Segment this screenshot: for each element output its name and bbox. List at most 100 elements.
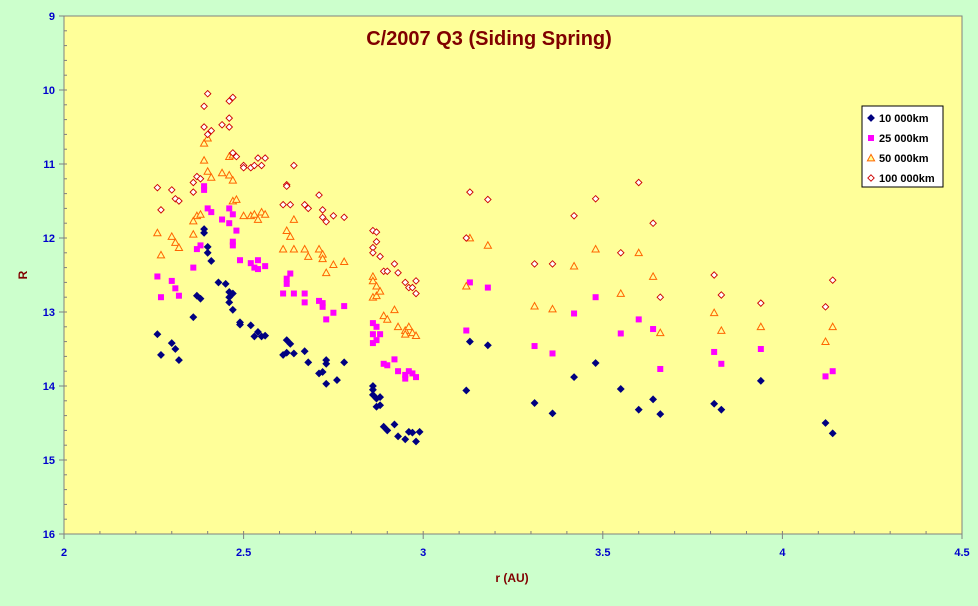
- data-point: [237, 257, 244, 264]
- data-point: [635, 316, 642, 323]
- data-point: [175, 292, 182, 299]
- data-point: [571, 310, 578, 317]
- data-point: [260, 209, 270, 218]
- data-point: [289, 214, 299, 223]
- data-point: [393, 322, 403, 331]
- data-point: [616, 248, 625, 257]
- data-point: [400, 329, 410, 338]
- data-point: [369, 248, 377, 257]
- data-point: [634, 248, 644, 257]
- data-point: [250, 161, 259, 170]
- data-point: [261, 154, 269, 162]
- data-point: [382, 314, 392, 323]
- data-point: [239, 211, 249, 220]
- data-point: [231, 194, 241, 203]
- data-point: [380, 360, 387, 367]
- data-point: [283, 280, 290, 287]
- series-2: [152, 133, 838, 345]
- data-point: [376, 401, 385, 410]
- data-point: [286, 200, 295, 209]
- data-point: [395, 368, 402, 375]
- y-axis: 9 10 11 12 13 14 15 16: [43, 11, 67, 541]
- data-point: [408, 428, 417, 437]
- data-point: [246, 321, 255, 330]
- data-point: [316, 297, 323, 304]
- data-point: [484, 284, 491, 291]
- data-point: [287, 270, 294, 277]
- x-tick-label: 4: [779, 547, 786, 559]
- data-point: [279, 200, 287, 209]
- data-point: [318, 368, 327, 376]
- data-point: [717, 405, 726, 414]
- data-point: [251, 264, 258, 271]
- data-point: [372, 281, 381, 290]
- data-point: [322, 379, 331, 388]
- data-point: [153, 330, 162, 339]
- data-point: [228, 305, 237, 314]
- data-point: [197, 242, 204, 249]
- data-point: [340, 213, 349, 222]
- data-point: [239, 163, 248, 172]
- data-point: [483, 341, 492, 350]
- y-axis-label: R: [16, 270, 30, 279]
- data-point: [616, 288, 626, 297]
- data-point: [656, 293, 665, 302]
- data-point: [304, 204, 313, 213]
- data-point: [716, 325, 726, 334]
- data-point: [253, 214, 263, 223]
- data-point: [829, 368, 836, 375]
- data-point: [828, 322, 838, 331]
- data-point: [461, 281, 471, 290]
- data-point: [466, 188, 474, 196]
- data-point: [301, 299, 308, 306]
- data-point: [483, 240, 493, 249]
- data-point: [549, 350, 556, 357]
- data-point: [379, 311, 389, 320]
- data-point: [591, 244, 601, 253]
- y-tick-label: 14: [43, 381, 56, 393]
- data-point: [171, 345, 180, 353]
- data-point: [188, 229, 198, 238]
- data-point: [262, 263, 269, 270]
- series-1: [154, 183, 836, 382]
- x-tick-label: 3: [420, 547, 426, 559]
- data-point: [168, 277, 175, 284]
- data-point: [318, 213, 327, 222]
- data-point: [208, 209, 215, 216]
- data-point: [328, 260, 338, 269]
- data-point: [401, 435, 410, 444]
- data-point: [207, 126, 216, 135]
- data-point: [152, 228, 162, 237]
- data-point: [339, 257, 349, 266]
- data-point: [283, 275, 290, 282]
- legend-label: 10 000km: [879, 113, 929, 125]
- data-point: [315, 191, 323, 199]
- legend-marker: [868, 135, 874, 141]
- data-point: [314, 244, 324, 253]
- data-point: [340, 358, 349, 367]
- data-point: [229, 211, 236, 218]
- data-point: [319, 303, 326, 310]
- data-point: [289, 244, 299, 253]
- data-point: [383, 426, 392, 435]
- data-point: [376, 252, 384, 261]
- data-point: [656, 410, 665, 419]
- data-point: [384, 362, 391, 369]
- data-point: [394, 268, 402, 277]
- data-point: [462, 386, 471, 395]
- data-point: [373, 323, 380, 330]
- data-point: [369, 320, 376, 327]
- legend-label: 100 000km: [879, 173, 935, 185]
- x-axis-label: r (AU): [495, 571, 528, 585]
- data-point: [203, 248, 212, 257]
- data-point: [199, 155, 209, 164]
- data-point: [199, 138, 209, 147]
- data-point: [303, 251, 313, 260]
- data-point: [333, 376, 341, 385]
- data-point: [372, 228, 381, 236]
- data-point: [591, 359, 600, 367]
- legend-marker: [867, 114, 875, 122]
- data-point: [214, 278, 223, 287]
- y-tick-label: 9: [49, 11, 55, 23]
